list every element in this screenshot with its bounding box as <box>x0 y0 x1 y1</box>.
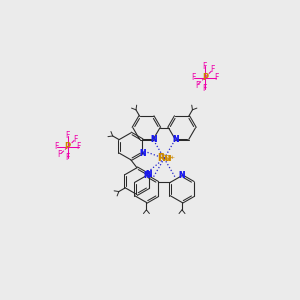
Text: F: F <box>203 62 207 71</box>
Text: N: N <box>150 135 156 144</box>
Text: N: N <box>146 170 152 179</box>
Text: N: N <box>143 171 150 180</box>
Text: F: F <box>211 65 215 74</box>
Text: F: F <box>54 142 59 152</box>
Text: N: N <box>150 135 156 144</box>
Text: Ru: Ru <box>157 153 172 164</box>
Text: 2+: 2+ <box>166 155 174 160</box>
Text: F: F <box>58 150 62 159</box>
Text: N: N <box>172 135 178 144</box>
Text: F: F <box>65 154 70 163</box>
Text: Ru: Ru <box>157 153 172 164</box>
Text: P: P <box>202 73 208 82</box>
Text: P: P <box>65 142 71 152</box>
Text: 2+: 2+ <box>166 155 175 160</box>
Text: N: N <box>143 171 150 180</box>
Text: F: F <box>65 131 70 140</box>
Text: N: N <box>139 148 146 158</box>
Text: F: F <box>192 73 196 82</box>
Text: N: N <box>172 135 178 144</box>
Text: N: N <box>179 171 185 180</box>
Text: F: F <box>77 142 81 152</box>
Text: F: F <box>203 84 207 93</box>
Text: F: F <box>214 73 218 82</box>
Text: N: N <box>139 148 146 158</box>
Text: N: N <box>146 170 152 179</box>
Text: F: F <box>74 134 78 143</box>
Text: N: N <box>179 171 185 180</box>
Text: F: F <box>195 81 199 90</box>
